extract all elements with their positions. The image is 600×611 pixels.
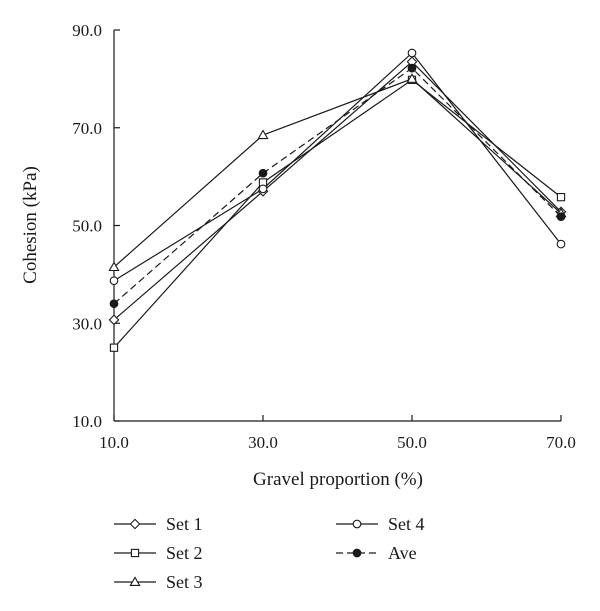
data-point (109, 276, 119, 286)
data-point (556, 212, 566, 222)
data-point (407, 48, 417, 58)
y-tick-label: 70.0 (72, 119, 102, 138)
legend-item: Set 1 (114, 514, 203, 534)
data-point (556, 239, 566, 249)
legend-label: Ave (388, 543, 417, 563)
legend-marker (129, 518, 141, 530)
series-set-1 (108, 56, 567, 326)
legend-marker (352, 548, 362, 558)
data-point (556, 193, 566, 202)
x-axis-title: Gravel proportion (%) (253, 469, 423, 490)
x-tick-label: 50.0 (397, 433, 427, 452)
legend-marker (352, 519, 362, 529)
data-point (109, 343, 119, 352)
y-tick-label: 90.0 (72, 21, 102, 40)
legend-label: Set 2 (166, 543, 203, 563)
x-ticks: 10.0 30.0 50.0 70.0 (99, 415, 576, 452)
y-axis-title: Cohesion (kPa) (20, 166, 41, 284)
series-line (113, 52, 562, 282)
series-layer (108, 48, 567, 352)
x-tick-label: 70.0 (546, 433, 576, 452)
legend-marker (129, 576, 141, 587)
data-point (108, 314, 120, 326)
legend-item: Set 3 (114, 572, 203, 592)
legend-item: Set 2 (114, 543, 203, 563)
data-point (406, 73, 418, 83)
y-ticks: 10.0 30.0 50.0 70.0 90.0 (72, 21, 120, 431)
series-line (113, 67, 562, 305)
data-point (257, 129, 269, 140)
series-line (113, 78, 562, 268)
series-line (113, 60, 562, 321)
data-point (258, 168, 268, 178)
legend-item: Set 4 (336, 514, 425, 534)
data-point (109, 299, 119, 309)
data-point (258, 184, 268, 194)
series-ave (109, 63, 566, 309)
legend: Set 1 Set 2 Set 3 Set 4 Ave (114, 514, 425, 592)
series-set-4 (109, 48, 566, 286)
data-point (407, 63, 417, 73)
series-set-2 (109, 75, 566, 352)
y-tick-label: 10.0 (72, 412, 102, 431)
legend-item: Ave (336, 543, 417, 563)
axes (113, 30, 561, 422)
series-line (113, 79, 562, 349)
legend-label: Set 1 (166, 514, 203, 534)
legend-marker (130, 548, 140, 558)
y-tick-label: 30.0 (72, 314, 102, 333)
y-tick-label: 50.0 (72, 217, 102, 236)
legend-label: Set 4 (388, 514, 425, 534)
x-tick-label: 10.0 (99, 433, 129, 452)
data-point (108, 261, 120, 272)
x-tick-label: 30.0 (248, 433, 278, 452)
legend-label: Set 3 (166, 572, 203, 592)
